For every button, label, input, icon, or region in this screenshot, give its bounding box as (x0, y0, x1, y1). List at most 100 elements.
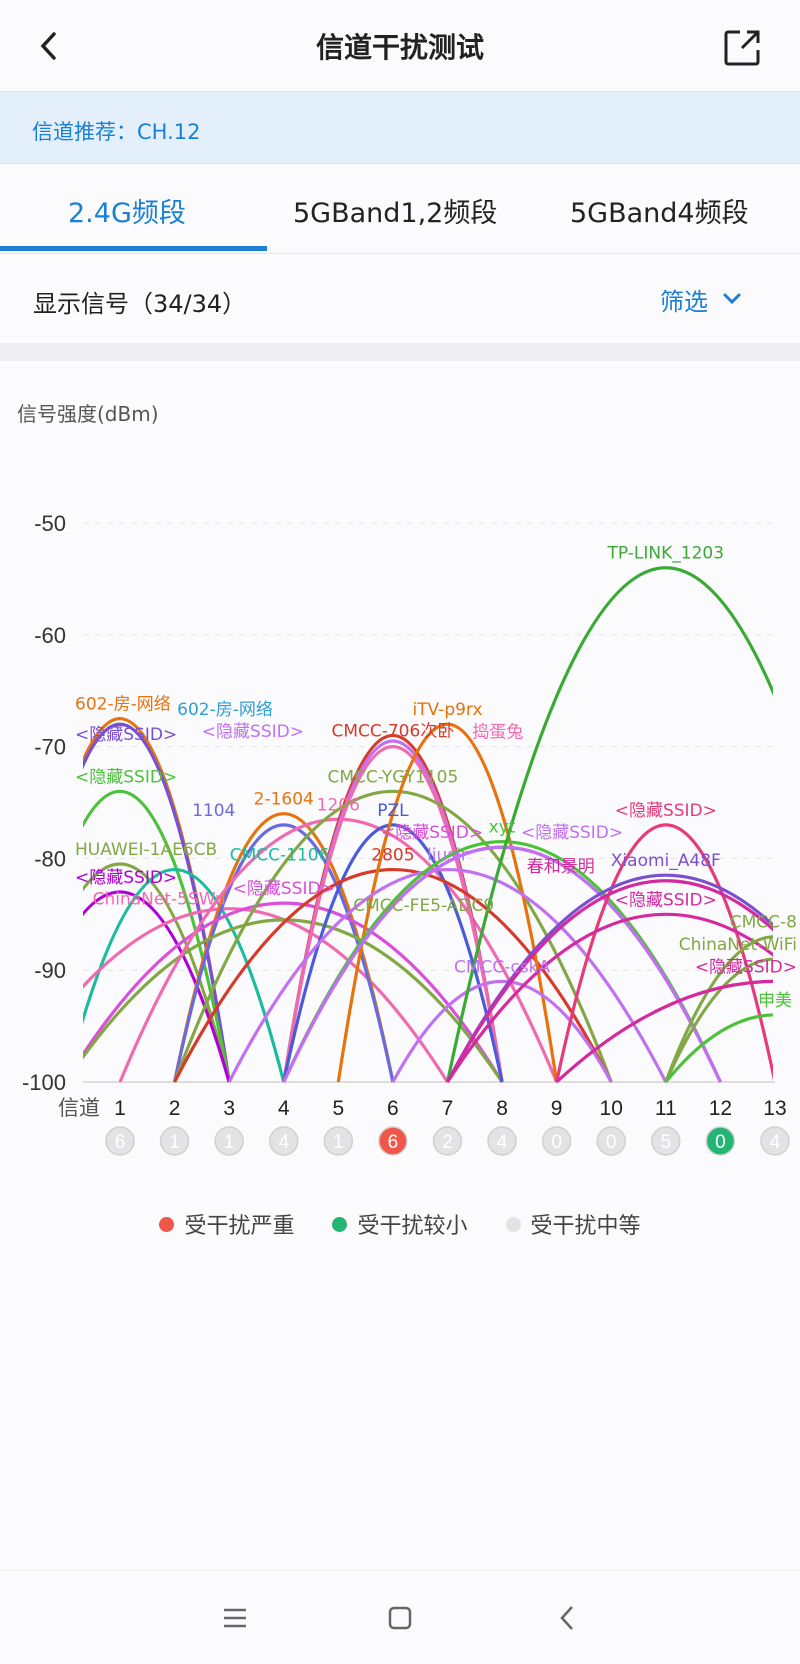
channel-tick-label: 6 (387, 1097, 399, 1120)
channel-network-count: 1 (224, 1132, 235, 1153)
signal-count-label: 显示信号（34/34） (33, 290, 247, 318)
channel-tick-label: 1 (114, 1097, 126, 1120)
channel-network-count: 1 (333, 1132, 344, 1153)
channel-tick-label: 8 (496, 1097, 508, 1120)
channel-tick-label: 7 (442, 1097, 454, 1120)
legend-label: 受干扰中等 (530, 1214, 641, 1239)
network-label: ChinaNet-5SWu (93, 890, 226, 910)
y-tick-label: -100 (22, 1070, 66, 1095)
signal-curve[interactable] (173, 867, 613, 1083)
network-label: <隐藏SSID> (615, 801, 717, 821)
network-label: 捣蛋兔 (472, 723, 523, 743)
network-label: HUAWEI-1AE6CB (75, 840, 217, 860)
signal-curve[interactable] (664, 935, 800, 1083)
network-label: 602-房-网络 (177, 700, 273, 720)
network-label: Xiaomi_A48F (611, 851, 721, 871)
network-label: CMCC-cskA (454, 957, 550, 977)
signal-curve[interactable] (65, 918, 504, 1083)
signal-curve[interactable] (65, 901, 504, 1083)
signal-curve[interactable] (282, 745, 504, 1083)
network-label: <隐藏SSID> (521, 823, 623, 843)
channel-recommendation-banner: 信道推荐：CH.12 (0, 92, 800, 164)
signal-curve[interactable] (65, 867, 286, 1083)
legend: 受干扰严重 受干扰较小 受干扰中等 (0, 1208, 800, 1240)
channel-network-count: 0 (551, 1132, 562, 1153)
home-square-icon[interactable] (385, 1603, 415, 1633)
tab-5g-band1-2[interactable]: 5GBand1,2频段 (293, 198, 498, 229)
signal-curve[interactable] (173, 823, 395, 1083)
channel-tick-label: 4 (278, 1097, 290, 1120)
channel-interference-chart: -50 -60 -70 -80 -90 -100 TP-LINK_1203 602-房-网络 6… (11, 511, 800, 1156)
tab-2-4g[interactable]: 2.4G频段 (68, 198, 186, 229)
network-label: 1206 (317, 795, 360, 815)
legend-dot (332, 1216, 348, 1232)
recommendation-text: 信道推荐：CH.12 (32, 120, 201, 144)
network-label: iTV-p9rx (412, 700, 482, 720)
filter-button[interactable]: 筛选 (660, 282, 742, 316)
signal-curve[interactable] (555, 979, 800, 1084)
x-axis-label: 信道 (58, 1096, 100, 1120)
chevron-down-icon (723, 293, 741, 305)
network-label: <隐藏SSID> (233, 879, 335, 899)
signal-curve[interactable] (664, 1013, 800, 1084)
channel-interference-badge (705, 1126, 736, 1156)
signal-curve[interactable] (227, 867, 668, 1083)
band-tabs: 2.4G频段 5GBand1,2频段 5GBand4频段 (0, 164, 800, 254)
network-label: 602-房-网络 (75, 695, 171, 715)
page-title: 信道干扰测试 (315, 31, 484, 64)
y-tick-label: -70 (34, 735, 66, 760)
channel-interference-badge (432, 1126, 463, 1156)
network-label: 春和景明 (527, 857, 595, 877)
signal-curve[interactable] (555, 823, 775, 1083)
section-divider (0, 343, 800, 361)
channel-network-count: 6 (388, 1132, 399, 1153)
channel-tick-label: 3 (223, 1097, 235, 1120)
network-label: CMCC-706次卧 (331, 721, 454, 741)
menu-icon[interactable] (220, 1603, 250, 1633)
signal-curve[interactable] (11, 890, 231, 1083)
y-tick-label: -60 (34, 623, 66, 648)
chevron-left-icon[interactable] (30, 24, 70, 68)
network-label: liusir (427, 846, 468, 866)
signal-curve[interactable] (445, 566, 800, 1083)
network-label: <隐藏SSID> (615, 890, 717, 910)
back-triangle-icon[interactable] (553, 1603, 583, 1633)
signal-curve[interactable] (282, 823, 504, 1083)
channel-interference-badge (487, 1126, 517, 1156)
signal-curve[interactable] (446, 879, 800, 1083)
channel-tick-label: 13 (763, 1097, 786, 1120)
share-external-icon[interactable] (720, 26, 764, 70)
network-label: <隐藏SSID> (75, 767, 177, 787)
signal-curve[interactable] (446, 873, 800, 1083)
legend-item-severe: 受干扰严重 (159, 1208, 294, 1240)
channel-interference-badge (596, 1126, 626, 1156)
legend-dot (159, 1216, 175, 1232)
legend-dot (505, 1216, 521, 1232)
channel-tick-label: 2 (169, 1097, 181, 1120)
network-label: <隐藏SSID> (202, 722, 304, 742)
channel-tick-label: 9 (551, 1097, 563, 1120)
signal-curve[interactable] (11, 722, 231, 1083)
channel-network-count: 4 (770, 1132, 781, 1153)
signal-curve[interactable] (11, 789, 231, 1083)
system-nav-bar (0, 1570, 800, 1664)
network-label: 1104 (192, 801, 235, 821)
signal-curve[interactable] (664, 957, 800, 1083)
channel-interference-badge (378, 1126, 408, 1156)
channel-network-count: 4 (497, 1132, 508, 1153)
y-tick-label: -80 (34, 846, 66, 871)
legend-label: 受干扰严重 (184, 1214, 295, 1239)
network-label: TP-LINK_1203 (607, 544, 725, 564)
signal-curve[interactable] (11, 907, 449, 1083)
channel-interference-badge (541, 1126, 572, 1156)
signal-curve[interactable] (336, 722, 559, 1083)
channel-network-count: 6 (115, 1132, 126, 1153)
channel-tick-label: 10 (600, 1097, 623, 1120)
network-label: 申美 (758, 991, 792, 1011)
signal-curve[interactable] (446, 912, 800, 1083)
channel-interference-badge (323, 1126, 354, 1156)
channel-network-count: 4 (278, 1132, 289, 1153)
tab-5g-band4[interactable]: 5GBand4频段 (570, 198, 749, 229)
signal-curve[interactable] (282, 845, 722, 1083)
signal-curve[interactable] (391, 979, 613, 1083)
